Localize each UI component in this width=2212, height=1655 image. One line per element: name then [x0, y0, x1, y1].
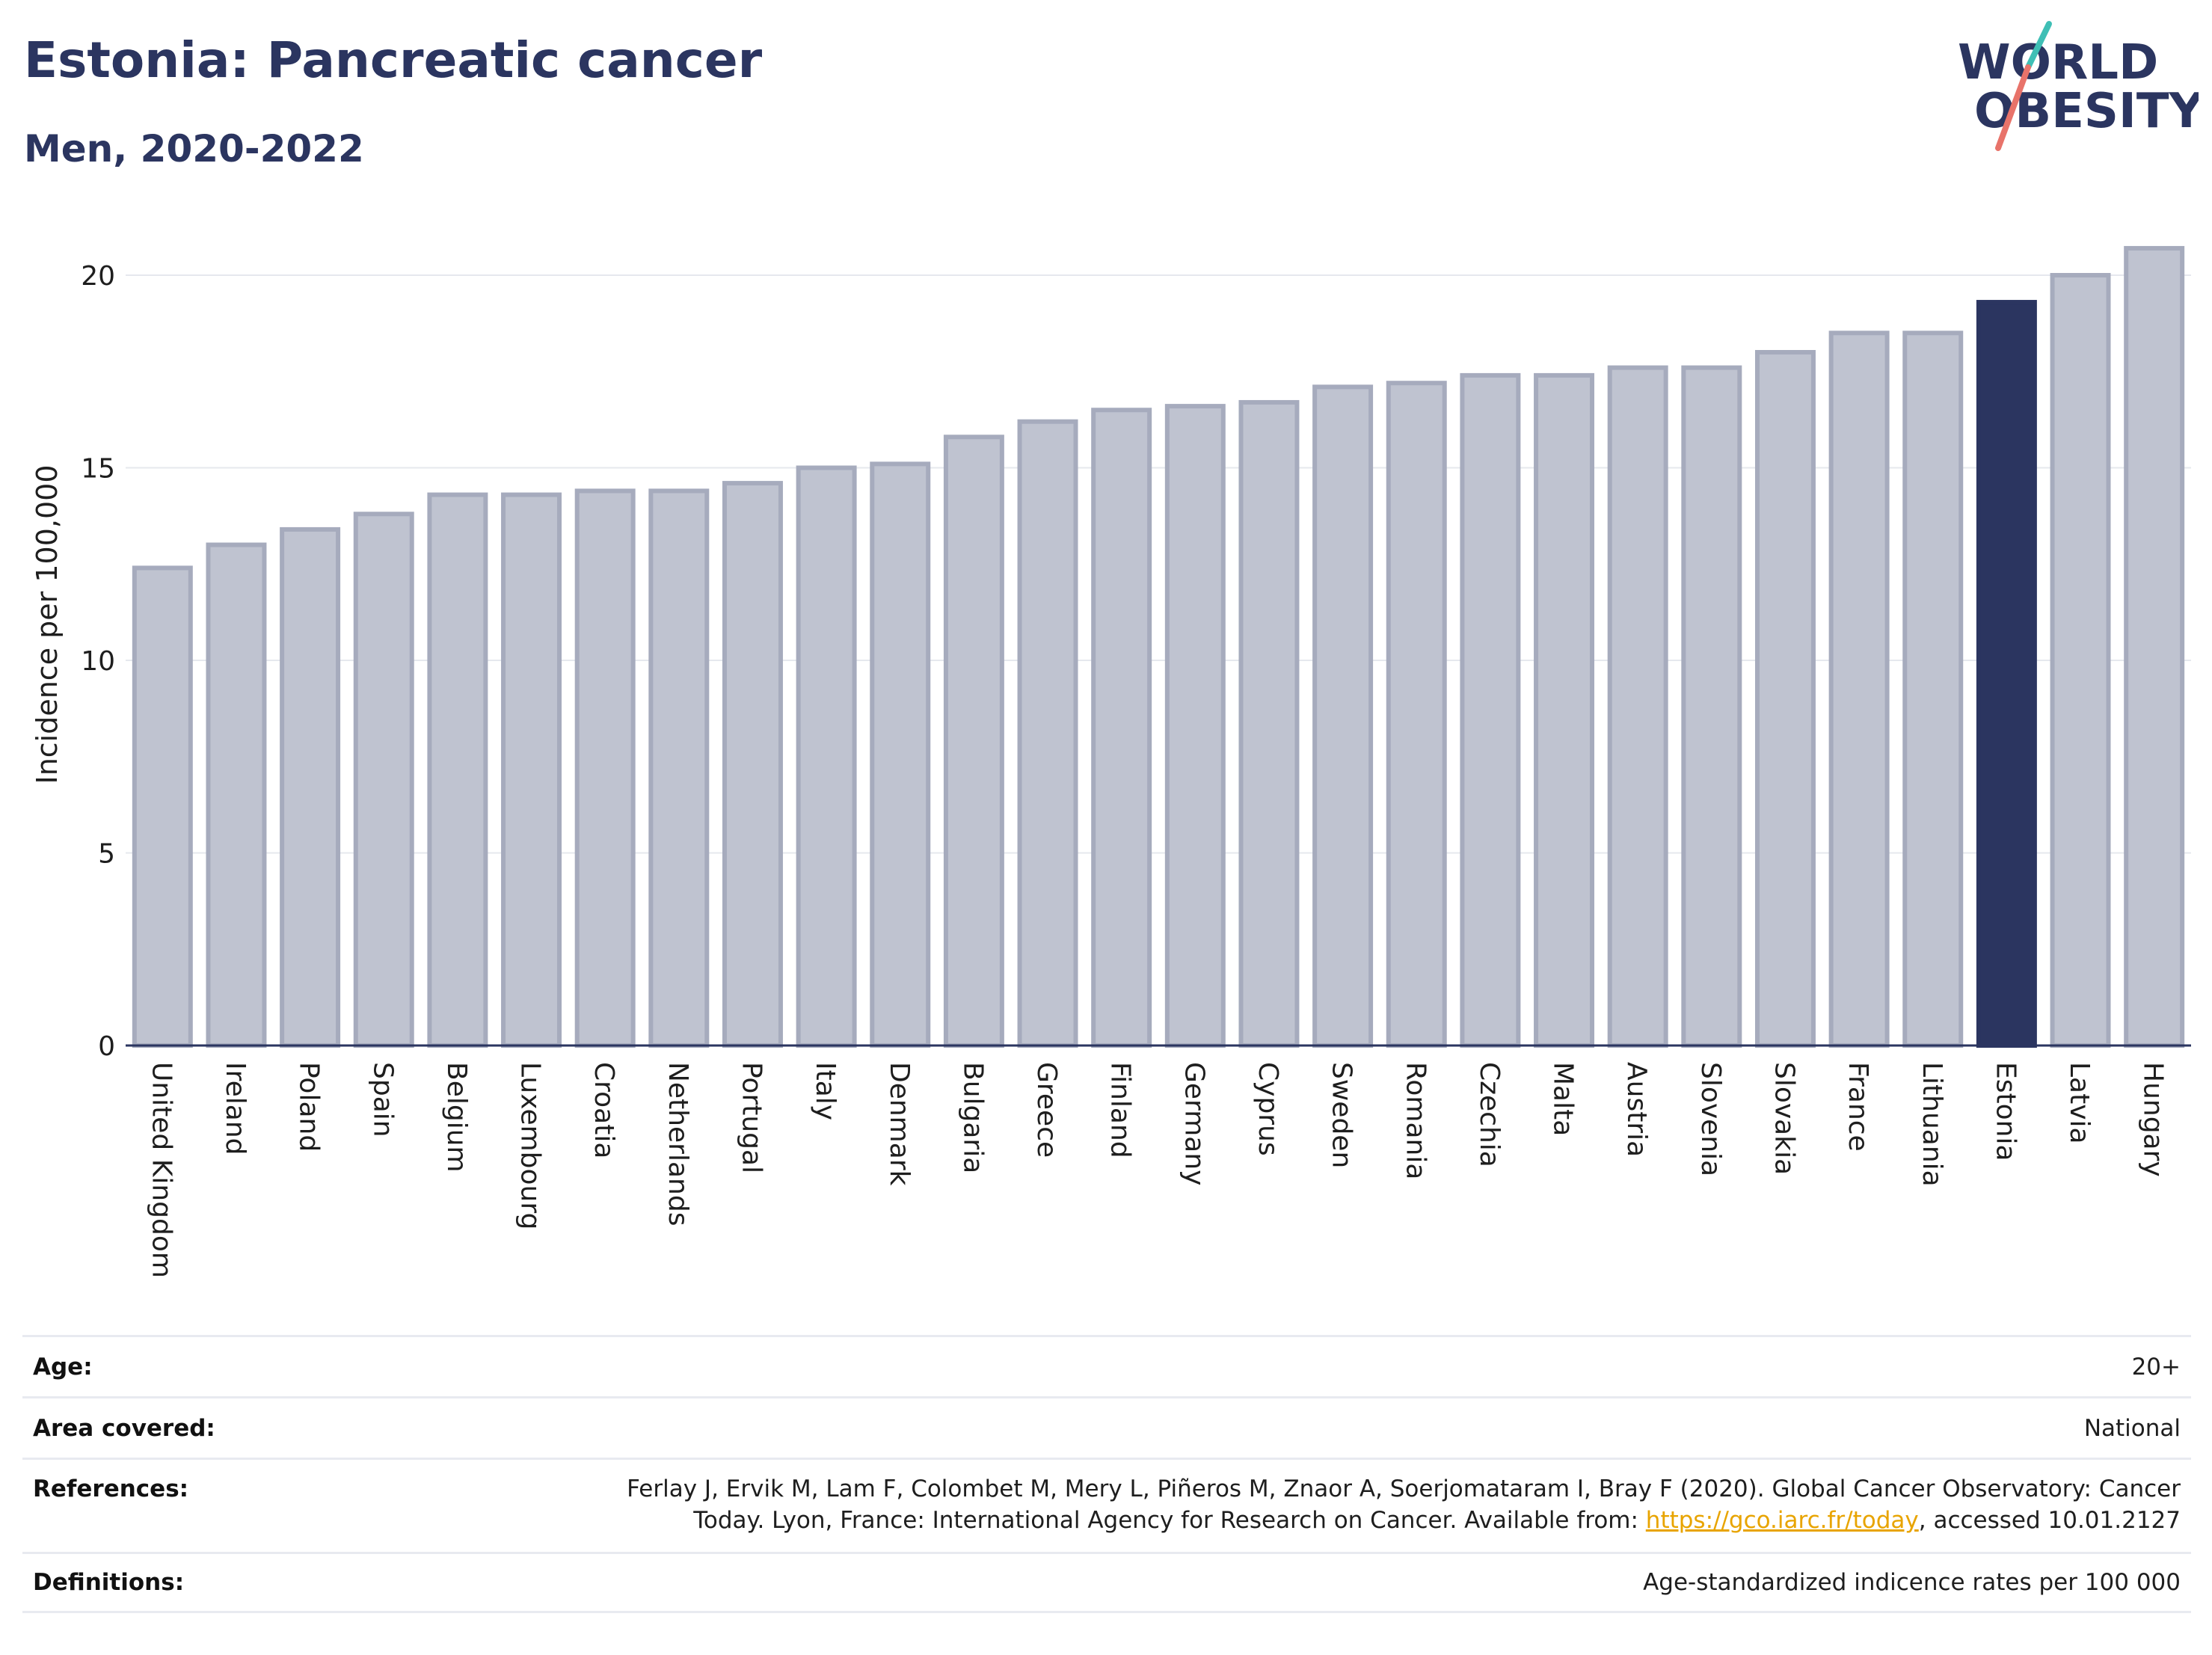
- references-line-2-pre: Today. Lyon, France: International Agenc…: [693, 1507, 1646, 1534]
- logo-slash-coral: [1995, 64, 2031, 151]
- y-tick-labels: 0 5 10 15 20: [81, 261, 115, 1062]
- bar-bulgaria: [943, 435, 1004, 1048]
- bar-greece: [1017, 419, 1078, 1048]
- logo-slash-teal: [2025, 21, 2052, 70]
- footer-row-references: References: Ferlay J, Ervik M, Lam F, Co…: [22, 1458, 2191, 1552]
- bar-slovenia: [1681, 365, 1742, 1048]
- y-tick-label: 0: [98, 1031, 115, 1062]
- bar-germany: [1164, 404, 1226, 1048]
- x-tick-label: Italy: [810, 1062, 841, 1120]
- bar-austria: [1607, 365, 1668, 1048]
- x-tick-label: Slovakia: [1769, 1062, 1799, 1175]
- x-tick-label: Netherlands: [663, 1062, 693, 1226]
- bar-sweden: [1312, 384, 1374, 1048]
- bar-romania: [1386, 381, 1447, 1048]
- x-tick-label: Estonia: [1990, 1062, 2021, 1161]
- bars: [132, 245, 2185, 1048]
- references-value: Ferlay J, Ervik M, Lam F, Colombet M, Me…: [627, 1473, 2181, 1536]
- area-value: National: [2083, 1414, 2181, 1442]
- x-tick-label: Austria: [1621, 1062, 1652, 1157]
- x-tick-label: Ireland: [220, 1062, 251, 1155]
- x-tick-label: Bulgaria: [957, 1062, 988, 1173]
- x-tick-label: Greece: [1031, 1062, 1062, 1158]
- logo-text-world: WORLD: [1958, 35, 2158, 90]
- bar-malta: [1534, 372, 1595, 1048]
- x-tick-label: Belgium: [441, 1062, 472, 1173]
- footer-row-definitions: Definitions: Age-standardized indicence …: [22, 1552, 2191, 1613]
- age-label: Age:: [33, 1353, 93, 1381]
- bar-belgium: [427, 492, 488, 1048]
- references-link[interactable]: https://gco.iarc.fr/today: [1645, 1507, 1919, 1534]
- bar-czechia: [1460, 372, 1521, 1048]
- references-label: References:: [33, 1476, 189, 1502]
- x-tick-label: Latvia: [2064, 1062, 2095, 1144]
- x-tick-label: Czechia: [1474, 1062, 1505, 1167]
- page-title: Estonia: Pancreatic cancer: [24, 31, 763, 89]
- bar-poland: [280, 526, 341, 1048]
- bar-chart: 0 5 10 15 20 United Kingdom Ireland Poland Spai…: [31, 245, 2191, 1278]
- bar-denmark: [870, 461, 931, 1048]
- y-tick-label: 5: [98, 839, 115, 870]
- footer-row-age: Age: 20+: [22, 1335, 2191, 1396]
- age-value: 20+: [2131, 1353, 2181, 1381]
- chart-footer: Age: 20+ Area covered: National Referenc…: [22, 1335, 2191, 1613]
- bar-slovakia: [1754, 350, 1816, 1048]
- world-obesity-logo: WORLD OBESITY: [1944, 15, 2204, 165]
- references-line-1: Ferlay J, Ervik M, Lam F, Colombet M, Me…: [627, 1476, 2181, 1502]
- bar-france: [1828, 331, 1890, 1048]
- area-label: Area covered:: [33, 1414, 215, 1442]
- x-tick-label: France: [1843, 1062, 1873, 1152]
- bar-hungary: [2124, 245, 2185, 1048]
- bar-estonia: [1976, 300, 2037, 1048]
- references-line-2: Today. Lyon, France: International Agenc…: [627, 1505, 2181, 1536]
- x-tick-label: Poland: [294, 1062, 325, 1152]
- y-tick-label: 10: [81, 646, 115, 677]
- y-axis-label: Incidence per 100,000: [31, 464, 64, 784]
- bar-ireland: [206, 542, 267, 1048]
- x-tick-label: Croatia: [589, 1062, 619, 1158]
- x-tick-label: Cyprus: [1253, 1062, 1283, 1156]
- bar-latvia: [2050, 273, 2111, 1048]
- definitions-value: Age-standardized indicence rates per 100…: [1643, 1569, 2181, 1596]
- bar-croatia: [574, 488, 636, 1048]
- x-tick-label: Sweden: [1327, 1062, 1357, 1168]
- bar-luxembourg: [501, 492, 562, 1048]
- x-tick-label: Portugal: [736, 1062, 766, 1173]
- x-tick-label: Spain: [367, 1062, 398, 1137]
- y-tick-label: 15: [81, 454, 115, 485]
- bar-portugal: [722, 481, 783, 1048]
- x-tick-label: Lithuania: [1917, 1062, 1947, 1187]
- bar-finland: [1091, 408, 1152, 1048]
- x-tick-label: Slovenia: [1695, 1062, 1726, 1176]
- x-tick-label: Hungary: [2138, 1062, 2169, 1177]
- x-tick-label: United Kingdom: [146, 1062, 176, 1278]
- bar-netherlands: [648, 488, 710, 1048]
- x-tick-label: Denmark: [884, 1062, 915, 1186]
- bar-spain: [353, 512, 414, 1048]
- page-subtitle: Men, 2020-2022: [24, 127, 364, 171]
- x-tick-labels: United Kingdom Ireland Poland Spain Belgium L…: [146, 1062, 2168, 1278]
- bar-italy: [796, 465, 857, 1048]
- bar-cyprus: [1238, 399, 1300, 1048]
- x-tick-label: Romania: [1400, 1062, 1431, 1179]
- x-tick-label: Luxembourg: [515, 1062, 546, 1229]
- x-tick-label: Germany: [1179, 1062, 1209, 1185]
- definitions-label: Definitions:: [33, 1569, 185, 1596]
- x-tick-label: Finland: [1105, 1062, 1136, 1158]
- y-tick-label: 20: [81, 261, 115, 292]
- bar-united-kingdom: [132, 565, 193, 1048]
- footer-row-area: Area covered: National: [22, 1396, 2191, 1458]
- references-line-2-post: , accessed 10.01.2127: [1918, 1507, 2181, 1534]
- bar-lithuania: [1902, 331, 1964, 1048]
- x-tick-label: Malta: [1548, 1062, 1579, 1136]
